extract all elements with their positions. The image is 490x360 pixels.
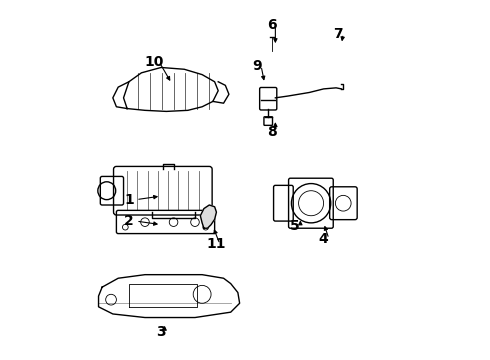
Text: 6: 6 <box>267 18 276 32</box>
Text: 11: 11 <box>207 237 226 251</box>
Text: 2: 2 <box>124 214 134 228</box>
Polygon shape <box>200 205 217 228</box>
Text: 10: 10 <box>144 55 164 69</box>
Text: 7: 7 <box>333 27 343 41</box>
Text: 4: 4 <box>318 232 328 246</box>
Text: 9: 9 <box>253 59 262 73</box>
Text: 1: 1 <box>124 193 134 207</box>
Text: 3: 3 <box>156 325 166 339</box>
Text: 5: 5 <box>290 220 300 233</box>
Text: 8: 8 <box>267 125 277 139</box>
